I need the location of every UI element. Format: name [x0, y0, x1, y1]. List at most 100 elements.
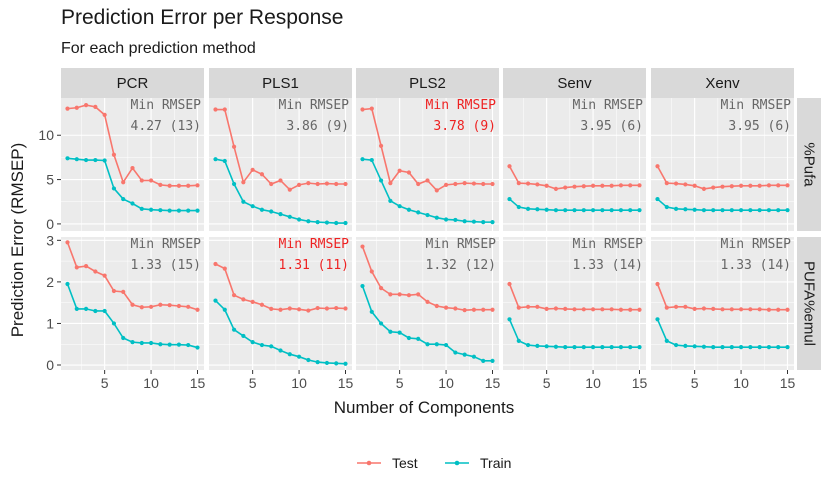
y-tick-label: 1	[46, 315, 54, 331]
test-point	[397, 292, 402, 297]
test-point	[65, 240, 70, 245]
train-point	[83, 157, 89, 163]
train-point	[102, 158, 107, 163]
train-point	[535, 343, 540, 348]
min-rmsep-value: 3.95 (6)	[728, 119, 791, 134]
train-point	[434, 342, 439, 347]
min-rmsep-value: 4.27 (13)	[131, 119, 201, 134]
train-point	[148, 340, 154, 346]
train-point	[766, 208, 772, 213]
train-point	[121, 196, 126, 202]
test-point	[93, 104, 98, 109]
train-point	[369, 309, 374, 314]
train-point	[360, 283, 365, 289]
train-point	[655, 317, 660, 322]
min-rmsep-value: 1.32 (12)	[426, 258, 496, 273]
train-point	[481, 220, 486, 225]
test-point	[516, 181, 521, 186]
train-point	[111, 321, 117, 326]
test-point	[600, 183, 605, 188]
train-point	[628, 208, 633, 213]
train-point	[757, 345, 762, 350]
test-point	[462, 181, 467, 186]
test-point	[213, 261, 218, 267]
train-point	[434, 215, 439, 220]
legend-label-train: Train	[480, 455, 511, 471]
x-tick-label: 10	[291, 375, 307, 391]
test-point	[287, 187, 292, 192]
test-point	[259, 172, 265, 177]
test-point	[443, 182, 449, 187]
train-point	[655, 196, 660, 202]
x-tick-label: 10	[733, 375, 749, 391]
legend: Test Train	[357, 455, 511, 471]
panel-background	[651, 237, 794, 370]
train-point	[213, 157, 218, 162]
train-point	[692, 344, 697, 349]
test-point	[738, 307, 744, 312]
chart-subtitle: For each prediction method	[61, 40, 256, 57]
test-point	[711, 185, 716, 190]
test-point	[121, 180, 126, 185]
test-point	[222, 107, 227, 112]
test-point	[278, 178, 283, 183]
x-tick-label: 5	[543, 375, 551, 391]
test-point	[618, 307, 624, 312]
panel-pls1-pufa: Min RMSEP 3.86 (9)	[209, 98, 352, 231]
strip-pls1	[209, 68, 352, 98]
test-point	[269, 181, 274, 187]
test-point	[378, 143, 384, 148]
test-point	[306, 308, 311, 313]
panel-pls1-pufa-emul: Min RMSEP 1.31 (11)	[209, 237, 352, 370]
train-point	[343, 220, 348, 226]
panel-pls2-pufa: Min RMSEP 3.78 (9)	[356, 98, 499, 231]
test-point	[525, 181, 531, 186]
test-point	[186, 304, 191, 309]
train-point	[416, 210, 421, 215]
train-point	[776, 208, 781, 213]
test-point	[139, 305, 144, 310]
test-point	[748, 307, 753, 312]
test-point	[369, 106, 374, 111]
train-point	[334, 361, 339, 366]
train-point	[315, 220, 320, 225]
test-point	[434, 303, 439, 309]
train-point	[490, 220, 495, 225]
test-point	[296, 182, 302, 187]
train-point	[315, 360, 320, 365]
test-point	[231, 293, 237, 298]
train-point	[609, 208, 614, 213]
test-point	[664, 305, 669, 310]
panel-background	[61, 98, 204, 231]
x-tick-label: 5	[396, 375, 404, 391]
test-point	[757, 183, 762, 188]
train-point	[406, 335, 412, 341]
test-point	[490, 181, 495, 187]
train-point	[443, 342, 449, 348]
min-rmsep-value: 1.33 (14)	[721, 258, 791, 273]
strip-pcr	[61, 68, 204, 98]
test-point	[507, 281, 512, 287]
min-rmsep-value: 1.31 (11)	[279, 258, 349, 273]
test-point	[195, 307, 200, 312]
train-point	[378, 321, 384, 326]
train-point	[525, 206, 531, 211]
x-tick-label: 10	[585, 375, 601, 391]
train-point	[296, 354, 302, 359]
legend-key-point-train	[454, 460, 460, 466]
panel-background	[209, 98, 352, 231]
test-point	[481, 181, 486, 187]
test-point	[544, 183, 549, 188]
train-point	[516, 204, 521, 210]
train-point	[74, 306, 79, 312]
test-point	[701, 306, 707, 311]
panel-senv-pufa-emul: Min RMSEP 1.33 (14)	[503, 237, 646, 370]
strip-senv	[503, 68, 646, 98]
test-point	[296, 307, 302, 312]
test-point	[102, 112, 107, 117]
x-tick-label: 15	[780, 375, 796, 391]
train-point	[453, 350, 458, 355]
train-point	[525, 342, 531, 348]
train-point	[269, 209, 274, 214]
strip-label-xenv: Xenv	[705, 75, 740, 92]
